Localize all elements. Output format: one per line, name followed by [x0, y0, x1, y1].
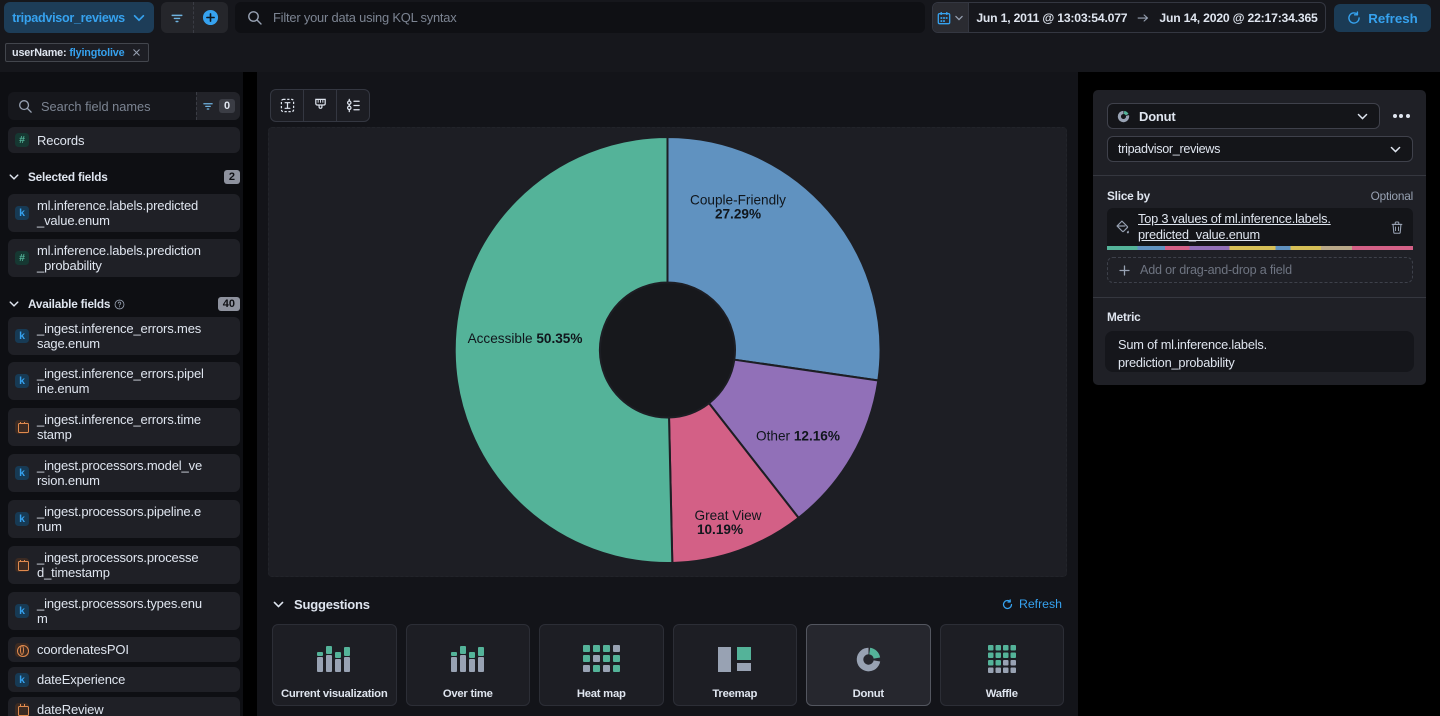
svg-text:Other 12.16%: Other 12.16% — [756, 429, 840, 444]
svg-text:27.29%: 27.29% — [715, 207, 761, 222]
svg-text:10.19%: 10.19% — [697, 522, 743, 537]
svg-text:Accessible 50.35%: Accessible 50.35% — [468, 331, 583, 346]
svg-text:Great View: Great View — [695, 508, 762, 523]
svg-text:Couple-Friendly: Couple-Friendly — [690, 193, 786, 208]
